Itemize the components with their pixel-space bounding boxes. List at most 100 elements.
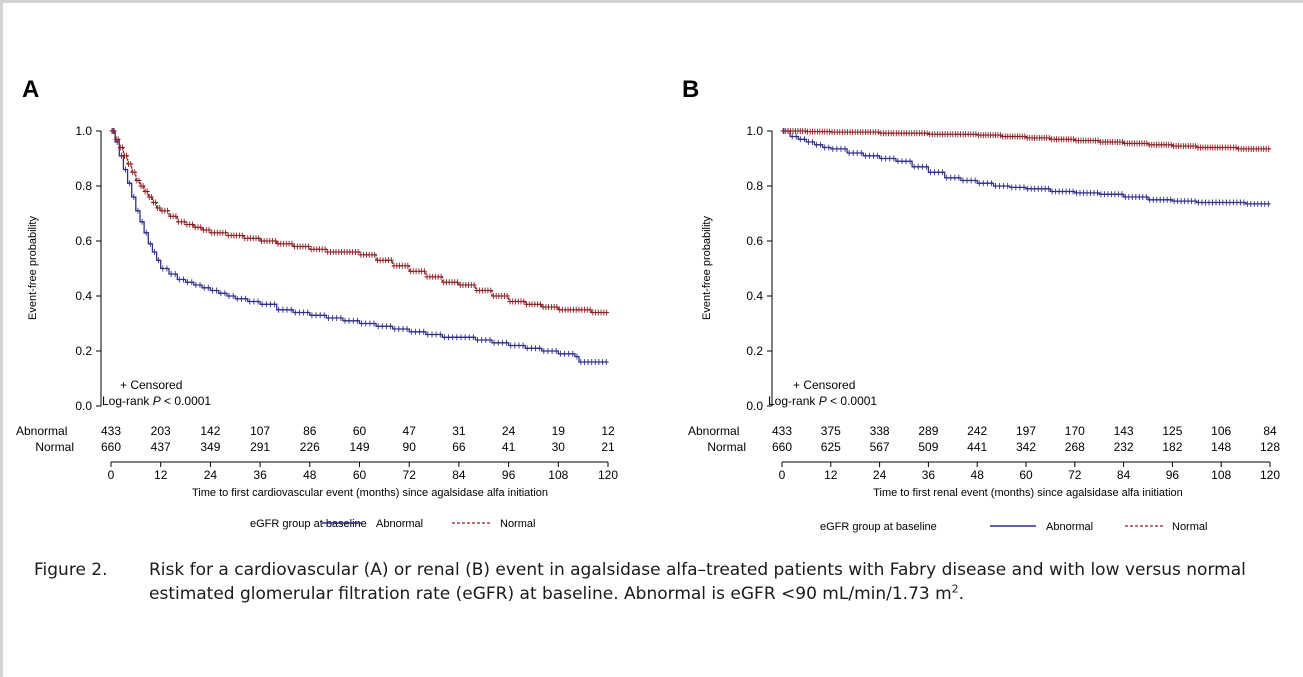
- panel-a-x-tick-label: 36: [253, 468, 267, 482]
- panel-b-atrisk-label-normal: Normal: [707, 440, 746, 454]
- panel-b-x-tick-label: 96: [1166, 468, 1180, 482]
- panel-b-censored-note: + Censored: [793, 378, 855, 392]
- panel-a-atrisk-abnormal-value: 24: [502, 424, 516, 438]
- panel-b-atrisk-normal-value: 268: [1065, 440, 1085, 454]
- panel-a-x-tick-label: 24: [204, 468, 218, 482]
- panel-b-atrisk-abnormal-value: 106: [1211, 424, 1231, 438]
- panel-a-x-tick-label: 48: [303, 468, 317, 482]
- caption-superscript: 2: [951, 582, 959, 596]
- panel-a-atrisk-normal-value: 149: [349, 440, 369, 454]
- panel-a-atrisk-normal-value: 66: [452, 440, 466, 454]
- panel-a-atrisk-normal-value: 660: [101, 440, 121, 454]
- panel-a-censor-marks-normal: [109, 128, 610, 316]
- panel-b-logrank-note: Log-rank P < 0.0001: [768, 394, 877, 408]
- panel-a-x-tick-label: 84: [452, 468, 466, 482]
- panel-a-atrisk-label-abnormal: Abnormal: [16, 424, 67, 438]
- panel-b-atrisk-normal-value: 232: [1114, 440, 1134, 454]
- panel-b-logrank-p: P: [819, 394, 827, 408]
- panel-b-atrisk-normal-value: 148: [1211, 440, 1231, 454]
- panel-a-label: A: [22, 76, 39, 103]
- panel-a-y-tick-label: 0.2: [75, 344, 92, 358]
- panel-b-legend-abnormal-label: Abnormal: [1046, 521, 1093, 533]
- panel-a-legend-normal-label: Normal: [500, 518, 535, 530]
- panel-a-atrisk-abnormal-value: 142: [200, 424, 220, 438]
- panel-b-x-tick-label: 36: [922, 468, 936, 482]
- panel-b-atrisk-normal-value: 342: [1016, 440, 1036, 454]
- panel-b-atrisk-abnormal-value: 375: [821, 424, 841, 438]
- panel-a-atrisk-normal-value: 21: [601, 440, 615, 454]
- panel-b-x-tick-label: 120: [1260, 468, 1280, 482]
- panel-a-logrank-p: P: [153, 394, 161, 408]
- panel-b-logrank-prefix: Log-rank: [768, 394, 819, 408]
- panel-b-atrisk-abnormal-value: 84: [1263, 424, 1277, 438]
- panel-a-x-tick-label: 108: [548, 468, 568, 482]
- panel-b-atrisk-abnormal-value: 242: [967, 424, 987, 438]
- panel-b-legend-normal-label: Normal: [1172, 521, 1207, 533]
- panel-b-x-tick-label: 48: [971, 468, 985, 482]
- panel-a-logrank-suffix: < 0.0001: [161, 394, 212, 408]
- panel-b-atrisk-normal-value: 441: [967, 440, 987, 454]
- panel-a-atrisk-normal-value: 30: [552, 440, 566, 454]
- panel-b-y-tick-label: 0.8: [746, 179, 763, 193]
- panel-a-y-tick-label: 1.0: [75, 124, 92, 138]
- panel-b-y-tick-label: 0.6: [746, 234, 763, 248]
- panel-b-plot: 0.0 0.2 0.4 0.6 0.8 1.0 0 12 24 36 48 60 72 84 96 108 12…: [746, 124, 1280, 482]
- panel-b-curve-abnormal: [782, 130, 1270, 205]
- panel-b-x-tick-label: 0: [779, 468, 786, 482]
- panel-b-atrisk-normal-value: 182: [1162, 440, 1182, 454]
- panel-a-atrisk-abnormal-value: 12: [601, 424, 615, 438]
- panel-a-x-tick-label: 60: [353, 468, 367, 482]
- panel-b-x-tick-label: 60: [1019, 468, 1033, 482]
- panel-a-atrisk-normal-value: 437: [151, 440, 171, 454]
- panel-b-atrisk-abnormal-value: 197: [1016, 424, 1036, 438]
- panel-b-atrisk-normal-value: 509: [918, 440, 938, 454]
- panel-a-legend: eGFR group at baseline Abnormal Normal: [250, 518, 535, 530]
- panel-a-atrisk-normal-value: 349: [200, 440, 220, 454]
- panel-a-atrisk-abnormal-value: 203: [151, 424, 171, 438]
- panel-b-atrisk-normal-value: 128: [1260, 440, 1280, 454]
- panel-b-atrisk-abnormal-value: 125: [1162, 424, 1182, 438]
- panel-a-ylabel: Event-free probability: [27, 216, 39, 320]
- panel-a-atrisk-normal-value: 90: [403, 440, 417, 454]
- panel-a-censored-note: + Censored: [120, 378, 182, 392]
- panel-a-atrisk-abnormal-value: 47: [403, 424, 417, 438]
- panel-a-atrisk-abnormal-value: 31: [452, 424, 466, 438]
- panel-b-x-tick-label: 108: [1211, 468, 1231, 482]
- panel-a-atrisk-abnormal-value: 19: [552, 424, 566, 438]
- panel-a-logrank-prefix: Log-rank: [102, 394, 153, 408]
- panel-b-atrisk-abnormal-value: 338: [870, 424, 890, 438]
- panel-a-atrisk-abnormal-value: 433: [101, 424, 121, 438]
- caption-end: .: [958, 584, 965, 604]
- panel-b-atrisk-label-abnormal: Abnormal: [688, 424, 739, 438]
- panel-b-x-tick-label: 72: [1068, 468, 1082, 482]
- panel-a-atrisk-abnormal-value: 60: [353, 424, 367, 438]
- panel-b-atrisk-abnormal-value: 289: [918, 424, 938, 438]
- panel-a-atrisk-normal-value: 41: [502, 440, 516, 454]
- panel-b-x-tick-label: 12: [824, 468, 838, 482]
- panel-b-atrisk-normal-value: 660: [772, 440, 792, 454]
- panel-a-y-tick-label: 0.6: [75, 234, 92, 248]
- panel-b-legend-title: eGFR group at baseline: [820, 521, 937, 533]
- panel-b-y-tick-label: 0.0: [746, 399, 763, 413]
- panel-a-legend-title: eGFR group at baseline: [250, 518, 367, 530]
- panel-a-logrank-note: Log-rank P < 0.0001: [102, 394, 211, 408]
- panel-a-atrisk-normal-value: 226: [300, 440, 320, 454]
- caption-label: Figure 2.: [34, 560, 108, 580]
- panel-a-atrisk-label-normal: Normal: [35, 440, 74, 454]
- panel-a-atrisk-normal-value: 291: [250, 440, 270, 454]
- panel-a-x-tick-label: 72: [403, 468, 417, 482]
- panel-a-x-tick-label: 0: [108, 468, 115, 482]
- panel-a-legend-abnormal-label: Abnormal: [376, 518, 423, 530]
- panel-b-y-tick-label: 0.4: [746, 289, 763, 303]
- panel-b-censor-marks-normal: [780, 128, 1272, 152]
- panel-b-atrisk-abnormal-value: 143: [1114, 424, 1134, 438]
- panel-b-x-tick-label: 24: [873, 468, 887, 482]
- panel-b-y-tick-label: 1.0: [746, 124, 763, 138]
- panel-b-x-tick-label: 84: [1117, 468, 1131, 482]
- panel-b-censor-marks-abnormal: [781, 128, 1271, 207]
- panel-a-y-tick-label: 0.0: [75, 399, 92, 413]
- panel-b-atrisk-table: 433 375 338 289 242 197 170 143 125 106 84 660 625 56…: [772, 424, 1280, 454]
- panel-a-y-tick-label: 0.4: [75, 289, 92, 303]
- panel-a-x-tick-label: 96: [502, 468, 516, 482]
- caption-text: Risk for a cardiovascular (A) or renal (…: [149, 558, 1284, 606]
